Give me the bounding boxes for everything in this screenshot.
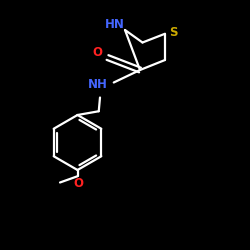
- Text: HN: HN: [105, 18, 125, 32]
- Text: O: O: [92, 46, 102, 59]
- Text: O: O: [74, 177, 84, 190]
- Text: NH: NH: [88, 78, 108, 92]
- Text: S: S: [170, 26, 178, 39]
